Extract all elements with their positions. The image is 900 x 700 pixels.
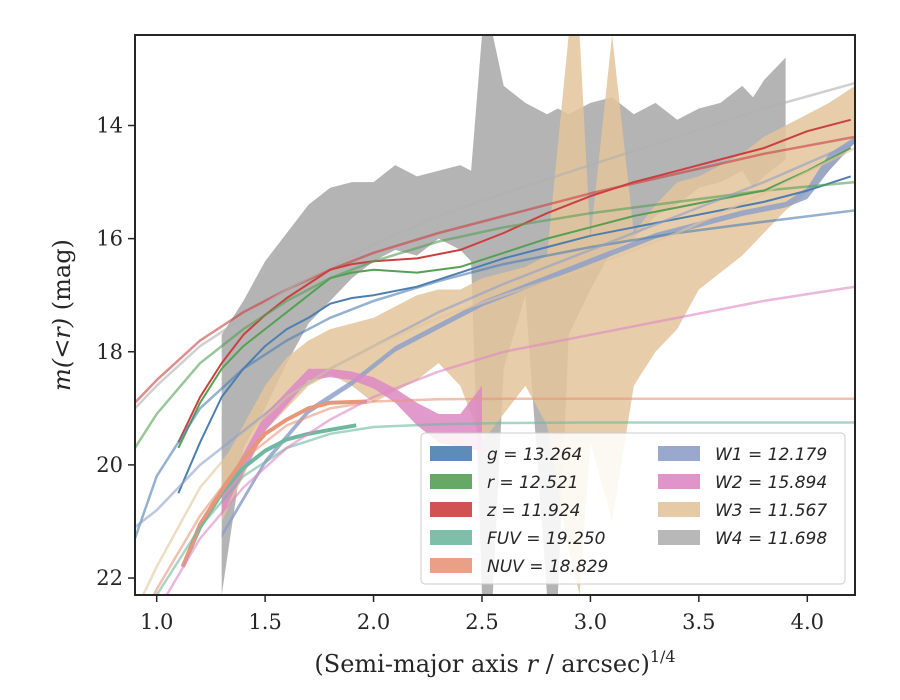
x-tick-label: 1.5 xyxy=(248,610,281,634)
profile-r xyxy=(177,147,852,449)
legend-label-fuv: FUV = 19.250 xyxy=(487,529,605,549)
y-tick-label: 20 xyxy=(96,453,123,477)
profile-z xyxy=(177,118,851,443)
legend-box xyxy=(420,432,846,585)
x-tick-label: 1.0 xyxy=(140,610,173,634)
y-tick-label: 22 xyxy=(96,566,123,590)
legend-swatch-w3 xyxy=(658,502,700,517)
fit-fuv xyxy=(155,421,855,595)
legend-swatch-z xyxy=(430,502,472,517)
ticks-layer: 1.0 1.5 2.0 2.5 3.0 3.5 4.0 14 16 18 20 22 xyxy=(96,114,824,634)
fit-w2 xyxy=(165,285,855,595)
legend-label-w1: W1 = 12.179 xyxy=(715,445,827,465)
y-axis-label-cond: (<r) xyxy=(48,318,76,368)
y-tick-label: 18 xyxy=(96,340,123,364)
fit-r xyxy=(135,180,855,449)
band-w2 xyxy=(221,368,482,516)
x-tick-label: 4.0 xyxy=(791,610,824,634)
y-tick-label: 14 xyxy=(96,114,123,138)
x-tick-label: 2.0 xyxy=(357,610,390,634)
fit-z xyxy=(135,135,855,404)
legend-label-r: r = 12.521 xyxy=(487,473,579,493)
legend-swatch-g xyxy=(430,446,472,461)
x-tick-label: 3.5 xyxy=(682,610,715,634)
x-axis-label-main: (Semi-major axis xyxy=(314,650,526,678)
legend-swatch-w4 xyxy=(658,530,700,545)
y-tick-label: 16 xyxy=(96,227,123,251)
legend-swatch-nuv xyxy=(430,558,472,573)
legend-swatch-fuv xyxy=(430,530,472,545)
legend-swatch-r xyxy=(430,474,472,489)
legend-label-w3: W3 = 11.567 xyxy=(715,501,827,521)
band-w3 xyxy=(221,35,855,595)
plot-frame xyxy=(134,34,856,596)
y-axis-label-var: m xyxy=(48,368,76,391)
y-axis-label-unit: (mag) xyxy=(48,239,76,318)
fit-w4 xyxy=(135,81,855,410)
legend-swatch-w1 xyxy=(658,446,700,461)
fit-nuv xyxy=(152,397,855,595)
profile-nuv xyxy=(180,399,368,568)
x-tick-label: 2.5 xyxy=(465,610,498,634)
x-axis-label-exponent: 1/4 xyxy=(650,647,676,666)
x-axis-label: (Semi-major axis r / arcsec)1/4 xyxy=(314,647,675,678)
legend-label-z: z = 11.924 xyxy=(486,501,580,521)
legend-label-w2: W2 = 15.894 xyxy=(715,473,827,493)
x-axis-label-unit: / arcsec) xyxy=(538,650,650,678)
legend-label-g: g = 13.264 xyxy=(487,445,582,465)
legend-swatch-w2 xyxy=(658,474,700,489)
legend-label-w4: W4 = 11.698 xyxy=(715,529,827,549)
fit-w3 xyxy=(141,146,855,595)
legend: g = 13.264 r = 12.521 z = 11.924 FUV = 19.2… xyxy=(420,432,846,585)
legend-label-nuv: NUV = 18.829 xyxy=(487,557,608,577)
series-layer xyxy=(135,35,855,595)
y-axis-label: m(<r) (mag) xyxy=(48,239,76,391)
x-tick-label: 3.0 xyxy=(574,610,607,634)
x-axis-label-var: r xyxy=(526,650,539,678)
